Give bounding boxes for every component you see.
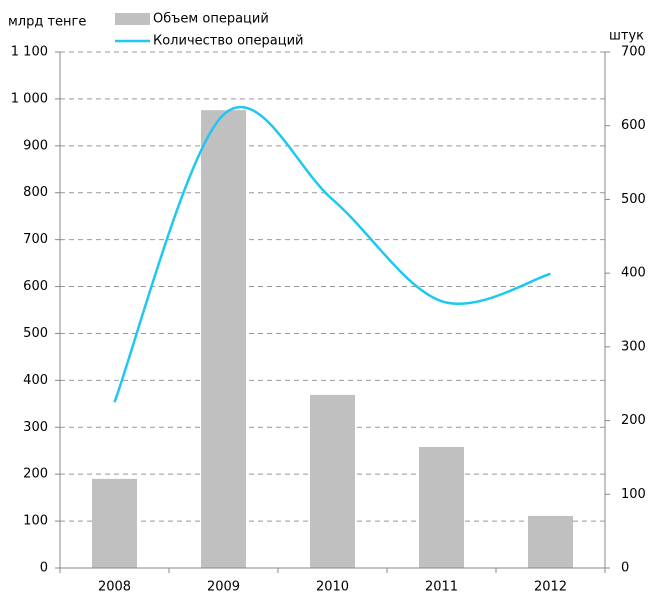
bar: [419, 446, 464, 568]
y2-tick-label: 500: [621, 192, 646, 207]
bar: [310, 394, 355, 568]
legend-label: Количество операций: [153, 34, 304, 49]
bar: [201, 110, 246, 569]
y-tick-label: 0: [40, 561, 48, 576]
bar: [92, 478, 137, 568]
x-tick-label: 2010: [316, 580, 349, 593]
x-tick-label: 2008: [98, 580, 131, 593]
y2-tick-label: 0: [621, 561, 629, 576]
y2-tick-label: 700: [621, 45, 646, 60]
y-tick-label: 700: [23, 232, 48, 247]
bar: [528, 515, 573, 568]
y-axis-label: млрд тенге: [8, 15, 86, 30]
y2-tick-label: 600: [621, 118, 646, 133]
x-tick-label: 2012: [534, 580, 567, 593]
y-tick-label: 900: [23, 138, 48, 153]
x-tick-label: 2011: [425, 580, 458, 593]
legend-swatch: [115, 13, 150, 25]
y-tick-label: 500: [23, 326, 48, 341]
y2-tick-label: 300: [621, 339, 646, 354]
y2-axis-label: штук: [609, 29, 644, 44]
y2-tick-label: 200: [621, 413, 646, 428]
y-tick-label: 400: [23, 373, 48, 388]
y-tick-label: 1 000: [11, 91, 48, 106]
y2-tick-label: 400: [621, 266, 646, 281]
y-tick-label: 800: [23, 185, 48, 200]
y-tick-label: 600: [23, 279, 48, 294]
y2-tick-label: 100: [621, 487, 646, 502]
legend-label: Объем операций: [153, 12, 269, 27]
x-tick-label: 2009: [207, 580, 240, 593]
y-tick-label: 200: [23, 467, 48, 482]
y-tick-label: 100: [23, 514, 48, 529]
line: [113, 105, 551, 403]
y-tick-label: 1 100: [11, 45, 48, 60]
y-tick-label: 300: [23, 420, 48, 435]
